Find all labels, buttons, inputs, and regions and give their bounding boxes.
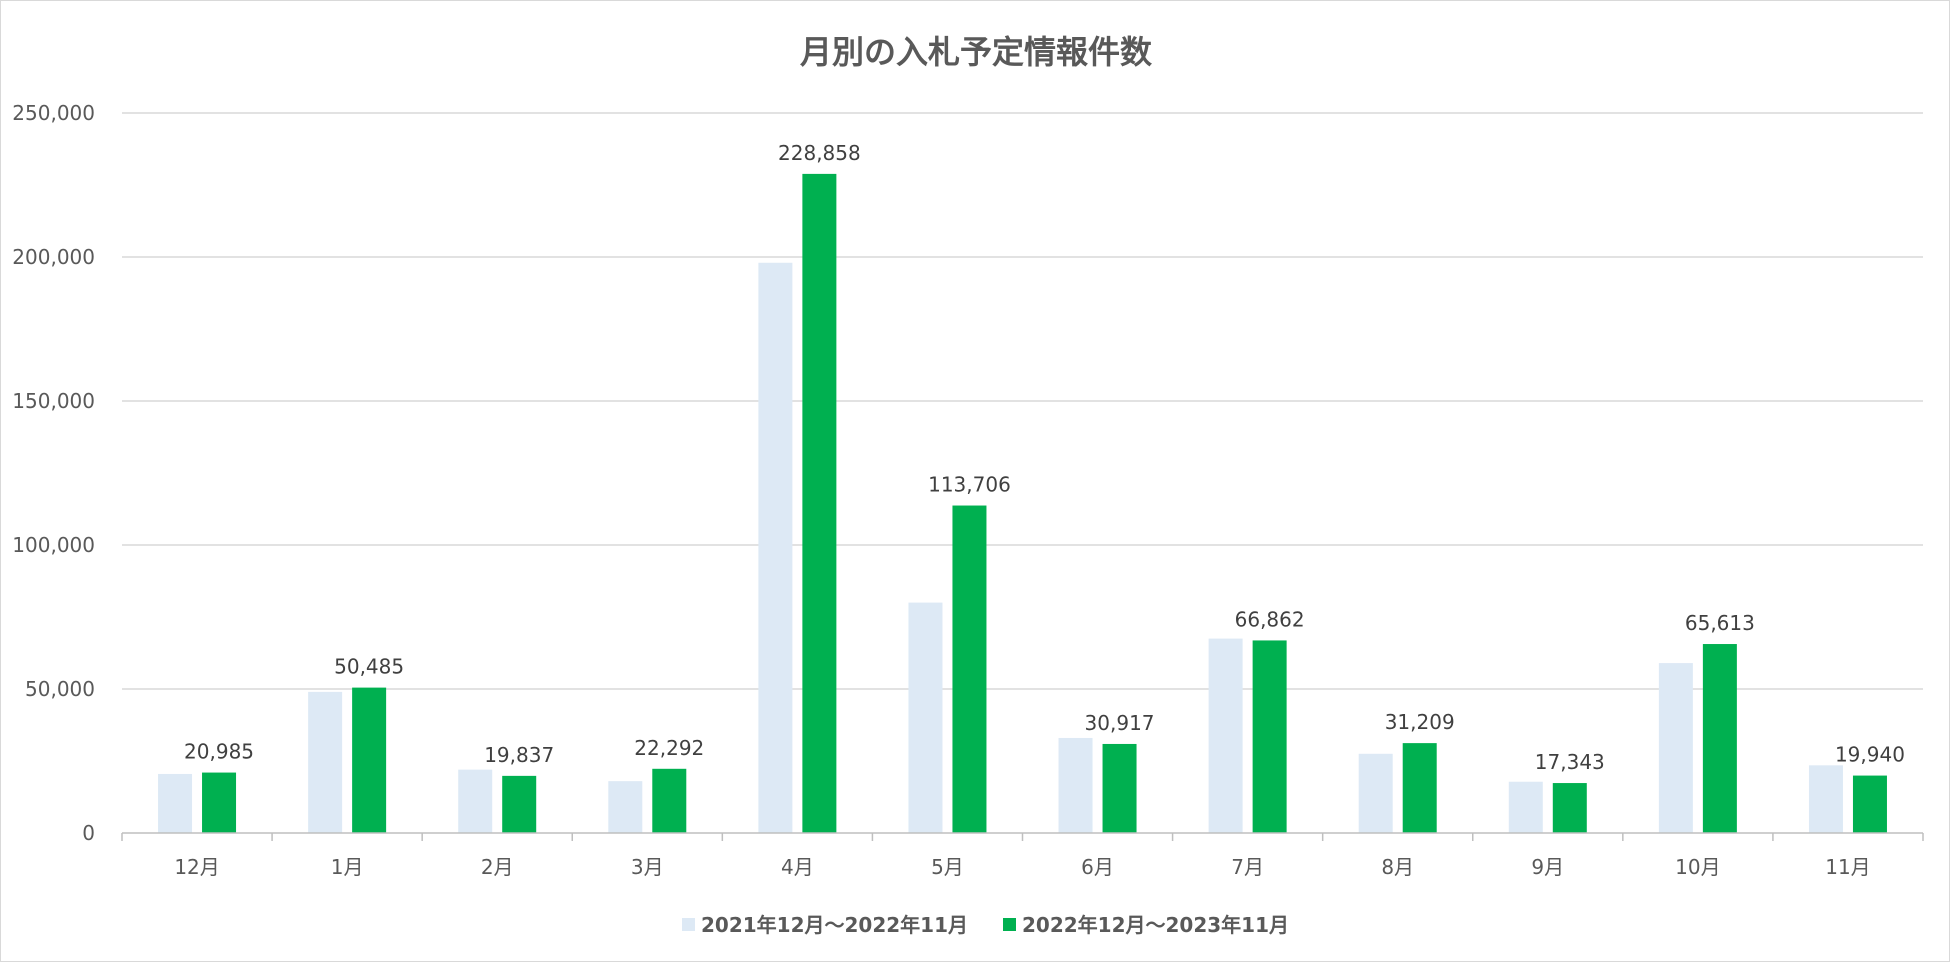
x-tick-label: 7月	[1231, 855, 1264, 879]
bar-series-1-4	[608, 781, 643, 833]
y-tick-label: 150,000	[12, 389, 95, 413]
bar-series-2-8	[1252, 640, 1287, 833]
data-label: 113,706	[928, 473, 1011, 497]
x-tick-label: 3月	[631, 855, 664, 879]
x-tick-label: 2月	[481, 855, 514, 879]
bar-series-1-8	[1208, 638, 1243, 833]
x-tick-label: 12月	[174, 855, 219, 879]
x-tick-label: 9月	[1531, 855, 1564, 879]
bar-series-2-11	[1702, 644, 1737, 833]
data-label: 50,485	[334, 655, 404, 679]
bar-series-2-1	[202, 772, 237, 833]
bar-series-1-2	[308, 691, 343, 833]
x-tick-label: 5月	[931, 855, 964, 879]
bar-series-2-4	[652, 768, 687, 833]
data-label: 66,862	[1235, 607, 1305, 631]
bars	[158, 173, 1887, 833]
bar-series-2-9	[1402, 743, 1437, 833]
bar-series-2-12	[1852, 775, 1887, 833]
data-label: 31,209	[1385, 710, 1455, 734]
bar-series-1-12	[1808, 765, 1843, 833]
bar-series-1-11	[1658, 663, 1693, 833]
y-axis: 0 50,000 100,000 150,000 200,000 250,000	[12, 101, 95, 845]
data-label: 22,292	[634, 736, 704, 760]
bar-series-2-10	[1552, 783, 1587, 833]
y-tick-label: 50,000	[25, 677, 95, 701]
legend-swatch-series-2	[1003, 918, 1016, 931]
x-tick-label: 8月	[1381, 855, 1414, 879]
x-tick-label: 1月	[331, 855, 364, 879]
bar-series-1-7	[1058, 737, 1093, 833]
bar-series-1-5	[758, 262, 793, 833]
bar-series-1-3	[458, 769, 493, 833]
x-axis: 12月 1月 2月 3月 4月 5月 6月 7月 8月 9月 10月 11月	[121, 832, 1924, 879]
x-tick-label: 10月	[1675, 855, 1720, 879]
x-tick-label: 4月	[781, 855, 814, 879]
y-tick-label: 200,000	[12, 245, 95, 269]
data-label: 17,343	[1535, 750, 1605, 774]
bar-series-1-9	[1358, 753, 1393, 833]
data-label: 30,917	[1085, 711, 1155, 735]
bar-series-1-6	[908, 602, 943, 833]
legend-label-series-2: 2022年12月～2023年11月	[1022, 913, 1289, 937]
bar-series-2-6	[952, 505, 987, 833]
bar-series-2-2	[352, 687, 387, 833]
x-tick-label: 11月	[1825, 855, 1870, 879]
bar-series-2-5	[802, 173, 837, 833]
bar-series-2-3	[502, 775, 537, 833]
data-label: 228,858	[778, 141, 861, 165]
y-tick-label: 250,000	[12, 101, 95, 125]
bar-series-1-1	[158, 773, 193, 833]
data-labels: 20,985 50,485 19,837 22,292 228,858 113,706 30…	[184, 141, 1905, 774]
data-label: 19,837	[484, 743, 554, 767]
chart-title: 月別の入札予定情報件数	[800, 33, 1153, 71]
legend: 2021年12月～2022年11月 2022年12月～2023年11月	[682, 913, 1289, 937]
legend-swatch-series-1	[682, 918, 695, 931]
bar-series-1-10	[1508, 781, 1543, 833]
data-label: 20,985	[184, 740, 254, 764]
gridlines	[122, 112, 1923, 690]
legend-label-series-1: 2021年12月～2022年11月	[701, 913, 968, 937]
bar-series-2-7	[1102, 743, 1137, 833]
data-label: 19,940	[1835, 743, 1905, 767]
y-tick-label: 100,000	[12, 533, 95, 557]
y-tick-label: 0	[82, 821, 95, 845]
x-tick-label: 6月	[1081, 855, 1114, 879]
data-label: 65,613	[1685, 611, 1755, 635]
